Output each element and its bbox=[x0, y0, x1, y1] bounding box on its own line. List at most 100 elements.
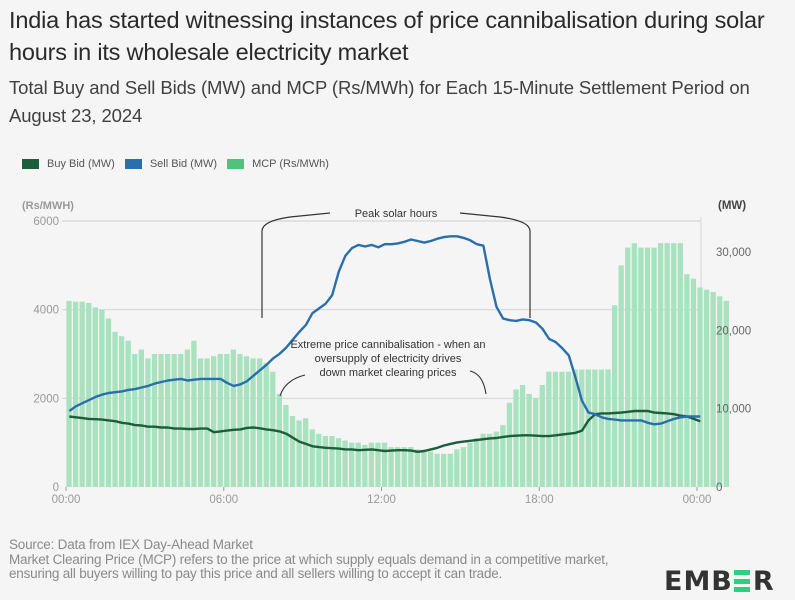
mcp-bar bbox=[434, 453, 440, 487]
cannibalisation-callout-line: down market clearing prices bbox=[320, 367, 457, 379]
legend-label-mcp: MCP (Rs/MWh) bbox=[252, 158, 329, 170]
mcp-bar bbox=[204, 358, 210, 487]
mcp-bar bbox=[684, 274, 690, 487]
footer: Source: Data from IEX Day-Ahead Market M… bbox=[9, 537, 629, 582]
mcp-bar bbox=[638, 247, 644, 487]
axes: (Rs/MWH) (MW) 0 2000 4000 6000 0 10,000 20,000 30… bbox=[22, 200, 751, 506]
cannibalisation-callout-line: oversupply of electricity drives bbox=[315, 353, 462, 365]
mcp-bar bbox=[99, 309, 105, 487]
mcp-bar bbox=[230, 349, 236, 487]
mcp-bar bbox=[500, 424, 506, 487]
mcp-bar bbox=[723, 300, 729, 487]
source-note: Source: Data from IEX Day-Ahead Market bbox=[9, 537, 253, 552]
left-axis-title: (Rs/MWH) bbox=[22, 200, 74, 212]
gridlines bbox=[62, 217, 702, 487]
mcp-bar bbox=[454, 449, 460, 487]
mcp-bar bbox=[138, 349, 144, 487]
mcp-bar bbox=[513, 389, 519, 487]
mcp-bar bbox=[677, 243, 683, 487]
mcp-bar bbox=[191, 340, 197, 487]
right-tick-label: 10,000 bbox=[716, 404, 751, 416]
mcp-bar bbox=[283, 404, 289, 487]
x-tick-label: 12:00 bbox=[367, 494, 396, 506]
mcp-bar bbox=[703, 289, 710, 487]
mcp-bar bbox=[164, 354, 171, 487]
mcp-bar bbox=[296, 420, 302, 487]
cannibalisation-callout-line: Extreme price cannibalisation - when an bbox=[290, 339, 485, 351]
mcp-bar bbox=[79, 301, 85, 487]
mcp-bar bbox=[605, 369, 611, 487]
mcp-bar bbox=[592, 369, 598, 487]
mcp-bar bbox=[585, 369, 591, 487]
mcp-bar bbox=[493, 431, 499, 487]
mcp-bar bbox=[66, 300, 72, 487]
annotations: Peak solar hours Extreme price cannibalis… bbox=[261, 208, 531, 397]
mcp-bar bbox=[112, 331, 118, 487]
left-tick-label: 6000 bbox=[33, 216, 59, 228]
mcp-bar bbox=[460, 447, 467, 487]
mcp-bar bbox=[579, 369, 585, 487]
mcp-bar bbox=[309, 429, 315, 487]
chart-title: India has started witnessing instances o… bbox=[9, 7, 765, 65]
mcp-bar bbox=[565, 371, 572, 487]
mcp-bar bbox=[342, 440, 348, 487]
mcp-bar bbox=[388, 447, 394, 487]
mcp-bar bbox=[533, 398, 539, 487]
mcp-bar bbox=[257, 358, 263, 487]
mcp-bar bbox=[158, 354, 164, 487]
callout-arrow-right bbox=[469, 370, 487, 395]
mcp-bar bbox=[611, 305, 618, 487]
mcp-bar bbox=[506, 402, 513, 487]
mcp-bar bbox=[473, 438, 480, 487]
mcp-bar bbox=[151, 354, 158, 487]
x-tick-label: 18:00 bbox=[525, 494, 554, 506]
legend-label-buy: Buy Bid (MW) bbox=[47, 158, 115, 170]
mcp-bar bbox=[184, 349, 190, 487]
left-tick-label: 0 bbox=[53, 482, 59, 494]
mcp-bar bbox=[145, 358, 151, 487]
mcp-bar bbox=[408, 447, 414, 487]
mcp-bar bbox=[546, 371, 552, 487]
mcp-bar bbox=[237, 354, 243, 487]
right-tick-label: 20,000 bbox=[716, 325, 751, 337]
mcp-bar bbox=[401, 447, 407, 487]
legend-label-sell: Sell Bid (MW) bbox=[149, 158, 218, 170]
logo-text-start: EMB bbox=[664, 566, 733, 597]
legend-swatch-mcp bbox=[227, 159, 245, 169]
mcp-bar bbox=[335, 438, 342, 487]
mcp-bar bbox=[526, 393, 532, 487]
mcp-bar bbox=[697, 287, 703, 487]
mcp-bar bbox=[710, 291, 716, 487]
mcp-bar bbox=[322, 436, 329, 487]
logo-text-end: R bbox=[752, 566, 775, 597]
mcp-bar bbox=[671, 243, 677, 487]
mcp-bar bbox=[447, 453, 453, 487]
mcp-bar bbox=[552, 371, 559, 487]
mcp-bar bbox=[559, 371, 565, 487]
mcp-bar bbox=[86, 303, 92, 487]
mcp-bar bbox=[125, 340, 131, 487]
mcp-bar bbox=[355, 442, 361, 487]
legend-swatch-buy bbox=[22, 159, 39, 169]
mcp-bar bbox=[625, 247, 631, 487]
right-tick-label: 30,000 bbox=[716, 247, 751, 259]
peak-solar-bracket-left bbox=[261, 212, 331, 318]
mcp-bar bbox=[572, 369, 578, 487]
mcp-bar bbox=[644, 247, 651, 487]
mcp-bar bbox=[289, 416, 296, 487]
mcp-bar bbox=[717, 296, 723, 487]
mcp-definition-note: Market Clearing Price (MCP) refers to th… bbox=[9, 551, 609, 581]
legend-item-buy: Buy Bid (MW) bbox=[22, 158, 115, 170]
mcp-bar bbox=[381, 442, 388, 487]
x-tick-label: 06:00 bbox=[209, 494, 238, 506]
legend: Buy Bid (MW) Sell Bid (MW) MCP (Rs/MWh) bbox=[22, 158, 339, 170]
mcp-bar bbox=[467, 442, 473, 487]
mcp-bar bbox=[276, 393, 283, 487]
ember-logo: EMB R bbox=[664, 566, 775, 597]
right-axis-title: (MW) bbox=[718, 200, 746, 212]
bid-lines bbox=[68, 235, 701, 453]
mcp-bar bbox=[427, 451, 434, 487]
mcp-bar bbox=[441, 453, 447, 487]
mcp-bar bbox=[598, 369, 605, 487]
mcp-bar bbox=[171, 354, 177, 487]
